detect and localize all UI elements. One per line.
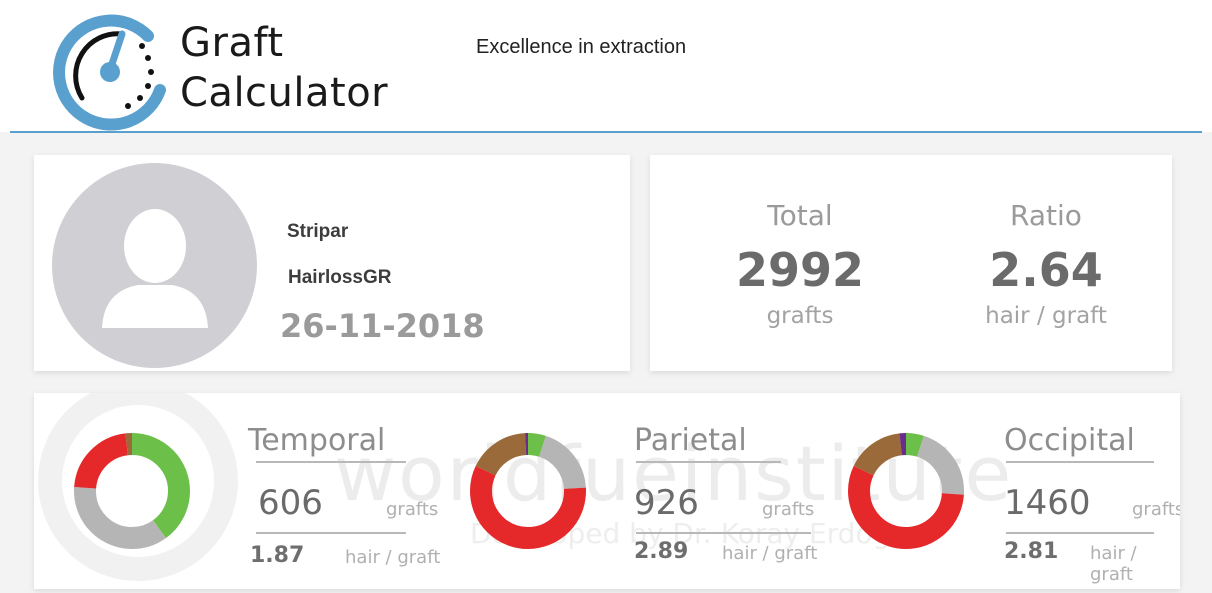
occipital-ratio: 2.81: [1004, 539, 1059, 564]
occipital-grafts-unit: grafts: [1132, 499, 1180, 520]
temporal-donut-segment-1: [74, 433, 190, 549]
occipital-grafts: 1460: [1004, 483, 1091, 523]
totals-card: Total 2992 grafts Ratio 2.64 hair / graf…: [650, 155, 1172, 371]
user-avatar-icon: [52, 163, 257, 368]
parietal-divider-2: [636, 532, 811, 534]
parietal-ratio-unit: hair / graft: [722, 543, 818, 564]
brand-name: Graft Calculator: [180, 18, 388, 118]
occipital-title: Occipital: [1004, 423, 1135, 458]
occipital-divider: [1006, 461, 1154, 463]
parietal-grafts: 926: [634, 483, 699, 523]
header-divider: [10, 131, 1202, 133]
occipital-donut-segment-1: [848, 433, 964, 549]
zones-card: worldfueinstitute Developed by Dr. Koray…: [34, 393, 1180, 589]
total-unit: grafts: [766, 303, 834, 329]
total-label: Total: [767, 199, 833, 232]
temporal-ratio: 1.87: [250, 543, 305, 568]
user-first-name: Stripar: [287, 221, 349, 242]
user-handle: HairlossGR: [288, 267, 392, 288]
temporal-grafts-unit: grafts: [386, 499, 439, 520]
app-header: Graft Calculator Excellence in extractio…: [0, 0, 1212, 132]
ratio-value: 2.64: [989, 243, 1103, 297]
occipital-ratio-unit: hair / graft: [1090, 543, 1137, 585]
parietal-donut-chart: [470, 433, 586, 549]
ratio-unit: hair / graft: [985, 303, 1107, 329]
parietal-divider: [636, 461, 781, 463]
parietal-title: Parietal: [634, 423, 747, 458]
temporal-title: Temporal: [248, 423, 386, 458]
parietal-donut-segment-2: [470, 433, 586, 549]
surgery-date: 26-11-2018: [280, 307, 485, 345]
occipital-donut-segment-2: [848, 433, 964, 549]
parietal-grafts-unit: grafts: [762, 499, 815, 520]
parietal-ratio: 2.89: [634, 539, 689, 564]
temporal-ratio-unit: hair / graft: [345, 547, 441, 568]
temporal-donut-segment-3: [74, 433, 190, 549]
temporal-divider: [256, 461, 406, 463]
total-value: 2992: [735, 243, 865, 297]
occipital-donut-segment-4: [848, 433, 964, 549]
temporal-divider-2: [256, 532, 406, 534]
avatar-silhouette: [102, 209, 208, 328]
temporal-donut-chart: [74, 433, 190, 549]
occipital-divider-2: [1006, 532, 1154, 534]
brand-line-2: Calculator: [180, 70, 389, 116]
gauge-icon: [53, 14, 166, 131]
tagline: Excellence in extraction: [476, 36, 687, 58]
brand-line-1: Graft: [180, 20, 284, 66]
profile-card: Stripar HairlossGR 26-11-2018: [34, 155, 630, 371]
parietal-donut-segment-4: [470, 433, 586, 549]
occipital-donut-chart: [848, 433, 964, 549]
temporal-grafts: 606: [258, 483, 323, 523]
ratio-label: Ratio: [1010, 199, 1082, 232]
